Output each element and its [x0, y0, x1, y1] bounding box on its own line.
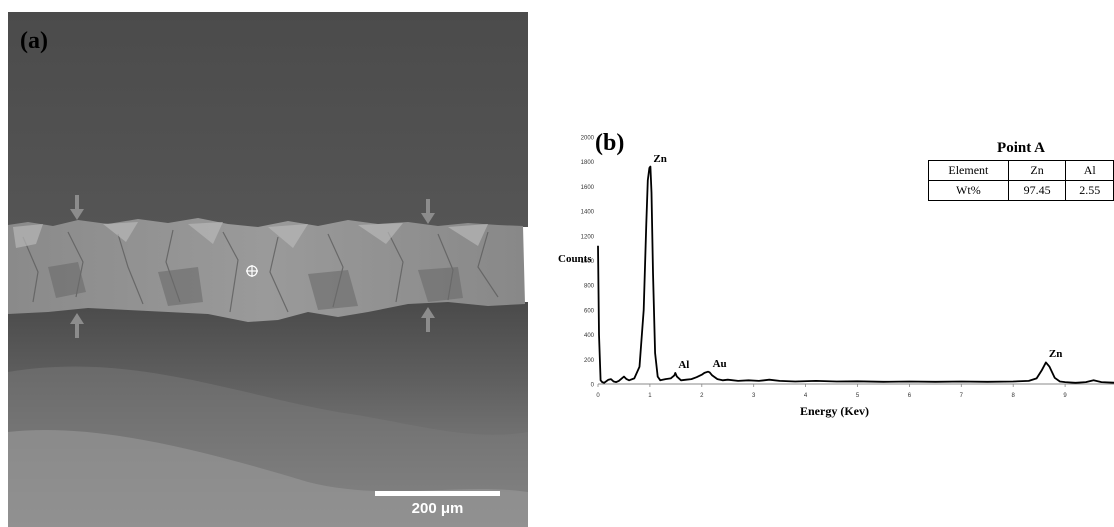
spectrum-line [597, 165, 1114, 384]
x-tick-label: 1 [648, 393, 652, 399]
table-row-label: Wt% [928, 180, 1009, 201]
y-tick-label: 800 [584, 284, 595, 290]
y-tick-label: 0 [591, 383, 595, 389]
y-tick-label: 1000 [581, 259, 595, 265]
x-tick-label: 0 [596, 393, 600, 399]
sem-image [8, 12, 528, 527]
sem-coating-highlights [13, 222, 488, 248]
y-tick-label: 1800 [581, 160, 595, 166]
table-element-cell: Zn [1007, 160, 1067, 181]
sem-background-top [8, 12, 528, 227]
table-value-cell: 97.45 [1007, 180, 1067, 201]
x-tick-label: 9 [1063, 393, 1067, 399]
eds-spectrum-panel: 0 200 400 600 800 1000 1200 1400 1600 1800 2000 0 1 2… [558, 120, 1114, 430]
panel-b-label: (b) [595, 130, 625, 156]
table-element-cell: Al [1065, 160, 1114, 181]
sem-coating-layer [8, 218, 525, 322]
y-tick-label: 1600 [581, 185, 595, 191]
point-a-composition: Point A Element Zn Al Wt% 97.45 2.55 [928, 140, 1114, 201]
y-tick-label: 1200 [581, 234, 595, 240]
x-tick-label: 6 [908, 393, 912, 399]
y-tick-label: 200 [584, 358, 595, 364]
point-table-title: Point A [997, 140, 1045, 156]
table-header-cell: Element [928, 160, 1009, 181]
scale-bar-label: 200 μm [411, 500, 464, 517]
point-a-marker [246, 265, 258, 277]
x-tick-label: 3 [752, 393, 756, 399]
peak-label-zn: Zn [1048, 348, 1063, 361]
x-axis-title: Energy (Kev) [800, 404, 869, 418]
y-tick-label: 1400 [581, 210, 595, 216]
panel-a-label: (a) [20, 28, 48, 54]
y-tick-label: 2000 [581, 136, 595, 142]
x-tick-label: 4 [804, 393, 808, 399]
peak-label-zn: Zn [653, 152, 667, 165]
x-tick-label: 5 [856, 393, 860, 399]
y-tick-label: 600 [584, 308, 595, 314]
scale-bar [375, 491, 500, 496]
sem-substrate-shading-2 [8, 430, 528, 527]
x-tick-label: 2 [700, 393, 704, 399]
sem-micrograph: (a) 200 μm [8, 12, 528, 527]
peak-label-al: Al [678, 358, 690, 371]
y-tick-label: 400 [584, 333, 595, 339]
table-value-cell: 2.55 [1065, 180, 1114, 201]
peak-label-au: Au [712, 357, 727, 370]
table-row: Element Zn Al [928, 160, 1114, 181]
thickness-arrows [70, 195, 435, 338]
y-axis-title: Counts [558, 253, 592, 265]
eds-chart: 0 200 400 600 800 1000 1200 1400 1600 1800 2000 0 1 2… [581, 136, 1114, 399]
sem-coating-shadows [48, 262, 463, 310]
table-row: Wt% 97.45 2.55 [928, 180, 1114, 201]
x-tick-label: 7 [960, 393, 964, 399]
x-tick-label: 8 [1012, 393, 1016, 399]
composition-table: Element Zn Al Wt% 97.45 2.55 [928, 160, 1114, 201]
